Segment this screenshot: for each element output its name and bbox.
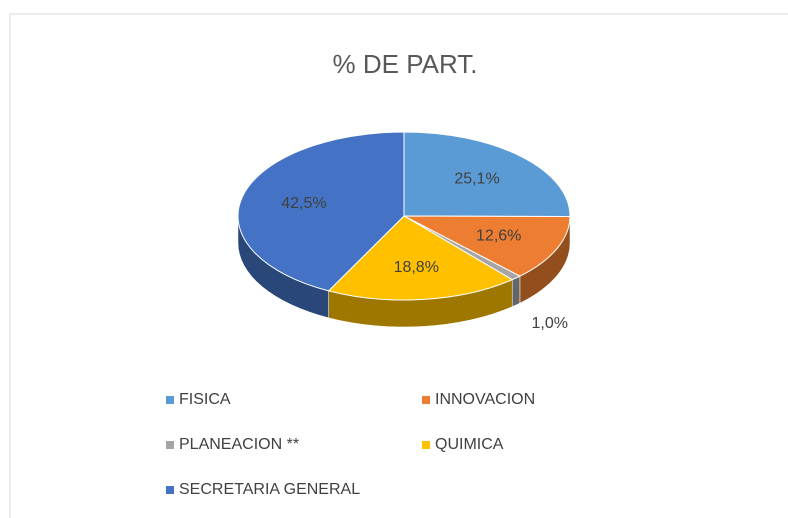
data-label: 1,0% <box>532 315 568 332</box>
legend-label: QUIMICA <box>435 436 504 453</box>
data-label: 42,5% <box>281 195 326 212</box>
legend-label: INNOVACION <box>435 391 535 408</box>
legend-swatch <box>422 441 430 449</box>
legend-label: FISICA <box>179 391 231 408</box>
slice <box>237 131 405 292</box>
slice <box>327 215 514 301</box>
legend-label: SECRETARIA GENERAL <box>179 481 360 498</box>
slice-side <box>511 275 521 308</box>
data-label: 12,6% <box>476 228 521 245</box>
chart-title: % DE PART. <box>333 49 478 79</box>
legend-swatch <box>166 396 174 404</box>
data-label: 25,1% <box>454 171 499 188</box>
legend-swatch <box>422 396 430 404</box>
legend-swatch <box>166 486 174 494</box>
data-label: 18,8% <box>394 259 439 276</box>
slice <box>403 215 571 277</box>
slice <box>403 131 571 218</box>
legend-label: PLANEACION ** <box>179 436 299 453</box>
legend-swatch <box>166 441 174 449</box>
